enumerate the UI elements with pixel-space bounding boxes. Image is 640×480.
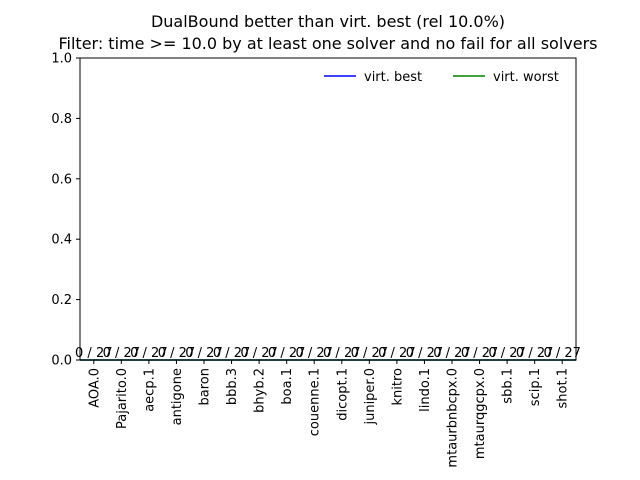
x-tick-label: mtaurqgcpx.0 [473, 368, 488, 459]
bar-label: 0 / 27 [158, 346, 195, 361]
axes-frame [79, 57, 577, 361]
bar-label: 0 / 27 [75, 346, 112, 361]
x-tick-label: AOA.0 [87, 368, 102, 408]
x-tick-label: antigone [170, 368, 185, 425]
bar-label: 0 / 27 [103, 346, 140, 361]
y-axis: 0.0 0.2 0.4 0.6 0.8 1.0 [51, 52, 80, 369]
bar-label: 0 / 27 [488, 346, 525, 361]
bar-labels: 0 / 270 / 270 / 270 / 270 / 270 / 270 / … [75, 346, 581, 361]
y-tick-label: 0.0 [51, 354, 72, 369]
legend: virt. best virt. worst [324, 70, 559, 85]
chart-title: DualBound better than virt. best (rel 10… [151, 12, 505, 31]
x-tick-label: juniper.0 [363, 368, 378, 426]
bar-label: 0 / 27 [185, 346, 222, 361]
bar-label: 0 / 27 [130, 346, 167, 361]
y-tick-label: 0.4 [51, 233, 72, 248]
bar-label: 0 / 27 [268, 346, 305, 361]
bar-label: 0 / 27 [378, 346, 415, 361]
y-tick-label: 0.6 [51, 172, 72, 187]
x-tick-label: sbb.1 [501, 368, 516, 404]
plot-area: 0.0 0.2 0.4 0.6 0.8 1.0 AOA.0 Pajarito.0 aecp.1… [51, 52, 581, 468]
x-tick-label: boa.1 [280, 368, 295, 405]
x-tick-label: knitro [390, 368, 405, 406]
y-tick-label: 0.2 [51, 293, 72, 308]
x-tick-label: couenne.1 [308, 368, 323, 436]
bar-label: 0 / 27 [213, 346, 250, 361]
x-tick-label: mtaurbnbcpx.0 [446, 368, 461, 468]
bar-label: 0 / 27 [295, 346, 332, 361]
x-tick-label: bbb.3 [225, 368, 240, 405]
x-tick-label: scip.1 [528, 368, 543, 406]
y-tick-label: 1.0 [51, 52, 72, 67]
x-tick-label: bhyb.2 [253, 368, 268, 413]
bar-label: 0 / 27 [433, 346, 470, 361]
bar-label: 0 / 27 [240, 346, 277, 361]
bar-label: 0 / 27 [543, 346, 580, 361]
chart-subtitle: Filter: time >= 10.0 by at least one sol… [58, 34, 597, 53]
x-tick-label: baron [198, 368, 213, 405]
bar-label: 0 / 27 [406, 346, 443, 361]
bar-label: 0 / 27 [516, 346, 553, 361]
x-tick-label: shot.1 [556, 368, 571, 408]
bar-label: 0 / 27 [351, 346, 388, 361]
x-tick-label: lindo.1 [418, 368, 433, 412]
bar-label: 0 / 27 [323, 346, 360, 361]
bar-label: 0 / 27 [461, 346, 498, 361]
legend-label-virt-best: virt. best [364, 70, 422, 85]
legend-label-virt-worst: virt. worst [493, 70, 559, 85]
x-tick-label: Pajarito.0 [115, 368, 130, 429]
x-tick-label: dicopt.1 [335, 368, 350, 421]
x-axis: AOA.0 Pajarito.0 aecp.1 antigone baron bbb.3 b… [87, 360, 571, 468]
y-tick-label: 0.8 [51, 112, 72, 127]
x-tick-label: aecp.1 [142, 368, 157, 412]
